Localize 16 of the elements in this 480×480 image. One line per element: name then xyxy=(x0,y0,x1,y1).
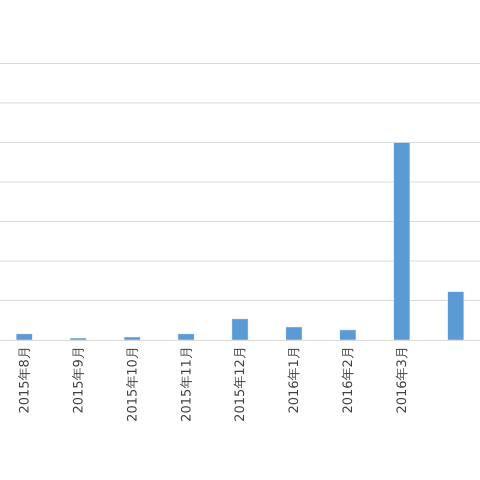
bar xyxy=(232,318,248,340)
x-tick-label: 2015年10月 xyxy=(125,346,140,422)
x-tick-label: 2015年9月 xyxy=(71,346,86,414)
x-tick-label: 2016年2月 xyxy=(341,346,356,414)
bar xyxy=(447,291,464,340)
x-tick-label: 2015年12月 xyxy=(233,346,248,422)
bar xyxy=(124,336,140,340)
x-tick-label: 2016年1月 xyxy=(287,346,302,414)
bar xyxy=(340,330,356,340)
bar xyxy=(286,326,302,340)
bar xyxy=(16,334,33,340)
bar xyxy=(178,334,194,340)
x-tick-label: 2016年3月 xyxy=(395,346,410,414)
x-tick-label: 2015年8月 xyxy=(17,346,32,414)
x-tick-label: 2015年11月 xyxy=(179,346,194,422)
bar xyxy=(393,142,410,340)
